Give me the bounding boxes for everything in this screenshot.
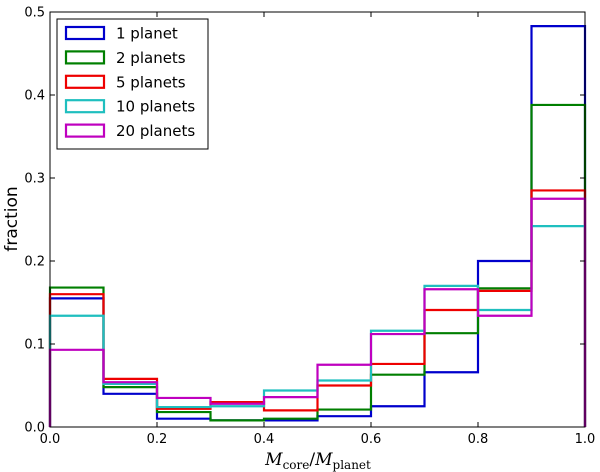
series-step-5 xyxy=(48,197,587,427)
legend-box xyxy=(56,18,209,150)
legend-label-5: 20 planets xyxy=(116,122,195,140)
y-tick-label: 0.0 xyxy=(24,421,45,436)
x-tick-label: 0.0 xyxy=(40,432,61,447)
legend: 1 planet 2 planets 5 planets 10 planets 20 p… xyxy=(56,18,209,150)
x-axis-label-base1: M xyxy=(264,450,283,470)
axis-ticks xyxy=(49,11,586,428)
x-axis-label-sub1: core xyxy=(283,458,310,472)
series-layer xyxy=(48,25,587,427)
legend-label-4: 10 planets xyxy=(116,98,195,116)
x-axis-label: Mcore/Mplanet xyxy=(264,450,371,472)
legend-label-2: 2 planets xyxy=(116,49,186,67)
legend-swatch-2 xyxy=(64,50,106,65)
series-step-2 xyxy=(48,103,587,427)
legend-swatch-5 xyxy=(64,123,106,138)
axes-frame xyxy=(49,11,586,428)
x-axis-label-sub2: planet xyxy=(333,458,372,472)
y-tick-label: 0.4 xyxy=(24,89,45,104)
legend-swatch-1 xyxy=(64,25,106,41)
x-tick-label: 0.4 xyxy=(254,432,275,447)
legend-label-3: 5 planets xyxy=(116,73,186,91)
legend-swatch-4 xyxy=(64,99,106,114)
y-axis-label: fraction xyxy=(2,186,22,251)
x-tick-labels: 0.0 0.2 0.4 0.6 0.8 1.0 xyxy=(40,432,596,447)
x-axis-label-sep: / xyxy=(309,450,315,470)
y-tick-label: 0.2 xyxy=(24,255,45,270)
y-tick-label: 0.3 xyxy=(24,172,45,187)
y-tick-label: 0.1 xyxy=(24,338,45,353)
x-tick-label: 0.8 xyxy=(468,432,489,447)
axes-border xyxy=(49,11,586,428)
y-tick-labels: 0.0 0.1 0.2 0.3 0.4 0.5 xyxy=(24,6,45,436)
legend-swatch-3 xyxy=(64,74,106,89)
x-axis-label-base2: M xyxy=(314,450,333,470)
x-tick-label: 0.2 xyxy=(147,432,168,447)
y-tick-label: 0.5 xyxy=(24,6,45,21)
x-tick-label: 0.6 xyxy=(361,432,382,447)
legend-label-1: 1 planet xyxy=(116,25,178,43)
x-tick-label: 1.0 xyxy=(575,432,596,447)
